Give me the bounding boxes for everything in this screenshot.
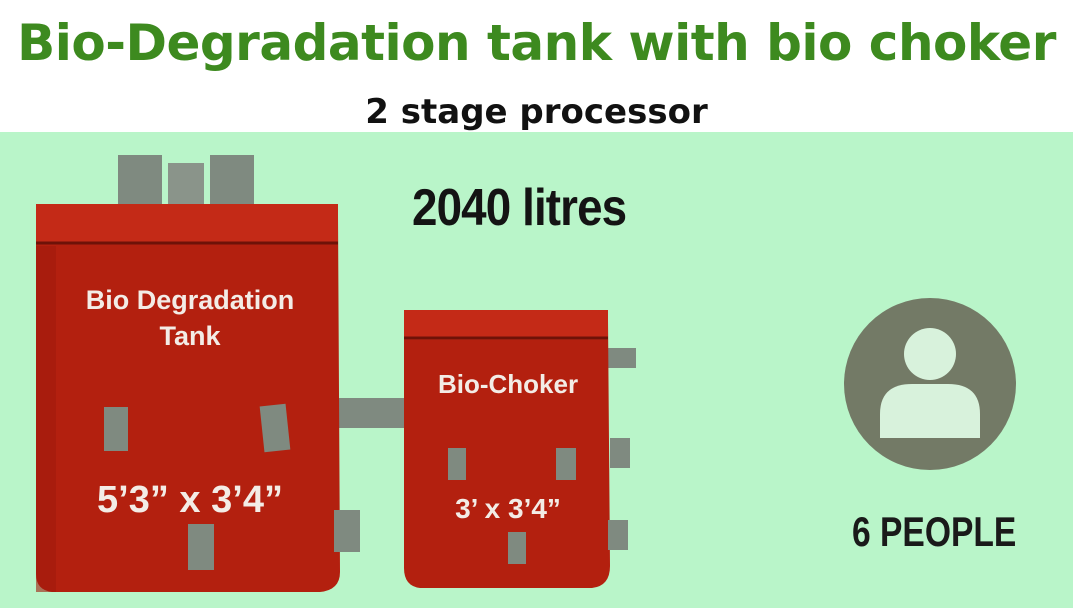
small-tank-dimensions: 3’ x 3’4” [455, 493, 561, 524]
large-tank-nozzle-1 [104, 407, 128, 451]
avatar-shoulders [880, 384, 980, 438]
top-pipe-right [210, 155, 254, 210]
large-tank-body [36, 204, 340, 592]
top-pipes [118, 155, 254, 211]
connecting-pipe [338, 398, 404, 428]
person-silhouette-icon [844, 298, 1016, 470]
large-tank-nozzle-4 [188, 524, 214, 570]
top-pipe-middle [168, 163, 204, 211]
small-tank-nozzle-5 [608, 520, 628, 550]
small-tank-nozzle-2 [556, 448, 576, 480]
small-tank-nozzle-3 [610, 438, 630, 468]
small-tank-lid [404, 310, 608, 340]
bio-degradation-tank: Bio Degradation Tank 5’3” x 3’4” [36, 204, 360, 592]
page-subtitle: 2 stage processor [365, 92, 708, 132]
large-tank-shade [36, 246, 56, 592]
header: Bio-Degradation tank with bio choker 2 s… [0, 0, 1073, 132]
large-tank-label-line1: Bio Degradation [86, 285, 295, 315]
capacity-label: 2040 litres [412, 179, 627, 237]
small-tank-body [404, 310, 610, 588]
people-count-label: 6 PEOPLE [852, 508, 1017, 555]
large-tank-label-line2: Tank [159, 321, 221, 351]
bio-choker-tank: Bio-Choker 3’ x 3’4” [404, 310, 630, 588]
small-tank-nozzle-1 [448, 448, 466, 480]
small-tank-label: Bio-Choker [438, 369, 578, 399]
large-tank-dimensions: 5’3” x 3’4” [97, 479, 283, 521]
large-tank-lid [36, 204, 338, 244]
page-title: Bio-Degradation tank with bio choker [17, 14, 1056, 72]
small-tank-nozzle-4 [508, 532, 526, 564]
large-tank-nozzle-3 [334, 510, 360, 552]
large-tank-nozzle-2 [259, 403, 291, 453]
outlet-pipe [606, 348, 636, 368]
avatar-head [904, 328, 956, 380]
top-pipe-left [118, 155, 162, 210]
